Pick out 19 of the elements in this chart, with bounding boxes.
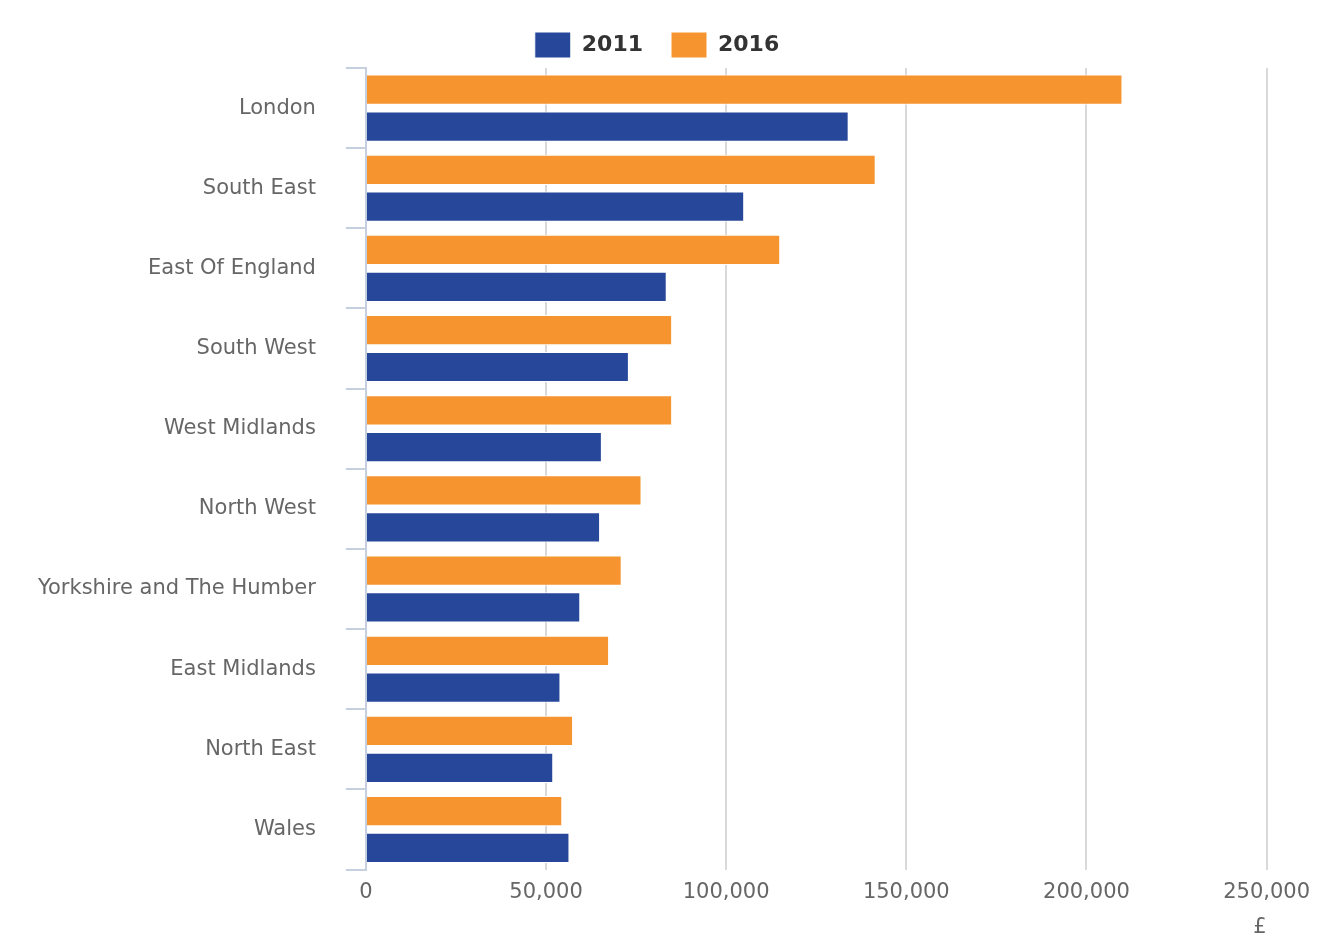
y-tick-label: East Of England	[148, 254, 316, 279]
y-tick-label: South East	[202, 174, 316, 199]
y-tick-label: London	[238, 94, 316, 119]
y-tick-label: Wales	[253, 815, 316, 840]
y-tick-label: North East	[205, 735, 316, 760]
legend-label: 2011	[581, 30, 643, 56]
legend-label: 2016	[718, 30, 780, 56]
y-tick-label: Yorkshire and The Humber	[36, 575, 317, 600]
y-tick-label: East Midlands	[170, 655, 316, 680]
y-tick-label: West Midlands	[164, 415, 316, 440]
x-tick-label: 250,000	[1223, 878, 1310, 903]
x-tick-label: 200,000	[1043, 878, 1130, 903]
y-tick-label: North West	[198, 495, 316, 520]
x-axis-title: £	[1253, 913, 1267, 938]
x-tick-label: 50,000	[509, 878, 583, 903]
x-tick-label: 150,000	[862, 878, 950, 903]
y-tick-label: South West	[196, 335, 316, 360]
x-tick-label: 0	[359, 878, 373, 903]
x-tick-label: 100,000	[682, 878, 770, 903]
